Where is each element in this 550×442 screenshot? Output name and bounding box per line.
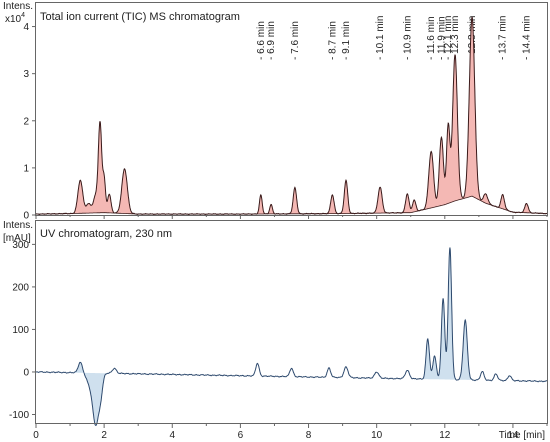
x-tick-label: 8 [306,430,312,441]
tic-baseline [36,195,547,215]
uv-ylabel-line2: [mAU] [3,233,31,244]
uv-title: UV chromatogram, 230 nm [40,228,172,240]
tic-y-tick-label: 4 [23,22,29,33]
x-axis: 0 2 4 6 8 10 12 14 [33,215,548,441]
uv-shaded-area [70,247,476,426]
x-tick-label: 10 [371,430,383,441]
uv-panel: Intens. [mAU] UV chromatogram, 230 nm -1… [3,215,548,441]
tic-y-tick-label: 3 [23,69,29,80]
tic-peak-label: - 10.1 min [375,16,386,60]
tic-title: Total ion current (TIC) MS chromatogram [40,11,240,23]
x-tick-label: 14 [507,430,519,441]
uv-y-axis: -100 0 100 200 300 [9,240,36,421]
tic-peak-label: - 8.7 min [327,21,338,60]
tic-y-axis: 0 1 2 3 4 [23,22,36,222]
x-tick-label: 4 [169,430,175,441]
x-axis-label: Time [min] [499,430,546,441]
uv-frame [35,220,548,424]
uv-y-tick-label: 200 [12,282,29,293]
tic-peak-annotations: - 6.6 min - 6.9 min - 7.6 min - 8.7 min - 9.… [256,16,533,60]
x-tick-label: 0 [33,430,39,441]
tic-peak-label: - 7.6 min [290,21,301,60]
x-tick-label: 2 [101,430,107,441]
tic-peak-label: - 13.7 min [498,16,509,60]
tic-peak-label: - 12.1 min [443,16,454,60]
tic-y-tick-label: 0 [23,211,29,222]
tic-peak-label: - 14.4 min [522,16,533,60]
uv-ylabel-line1: Intens. [3,220,33,231]
x-tick-label: 6 [238,430,244,441]
tic-peak-label: - 9.1 min [341,21,352,60]
tic-peak-label: - 12.3 min [450,16,461,60]
tic-panel: Intens. x104 Total ion current (TIC) MS … [3,1,548,222]
tic-peak-label: - 11.6 min [426,16,437,60]
x-tick-label: 12 [439,430,451,441]
uv-y-tick-label: 100 [12,325,29,336]
tic-trace [35,16,548,216]
tic-ylabel: Intens. [3,1,33,12]
uv-y-tick-label: 300 [12,240,29,251]
tic-frame [35,2,548,216]
uv-y-tick-label: -100 [9,410,29,421]
tic-peak-label: - 6.9 min [266,21,277,60]
tic-ylabel-multiplier: x104 [5,12,25,25]
tic-peak-label: - 10.9 min [402,16,413,60]
tic-peak-label: - 6.6 min [256,21,267,60]
uv-y-tick-label: 0 [23,367,29,378]
tic-y-tick-label: 2 [23,116,29,127]
tic-peak-label: - 11.9 min [436,16,447,60]
uv-trace [35,247,548,426]
tic-y-tick-label: 1 [23,163,29,174]
